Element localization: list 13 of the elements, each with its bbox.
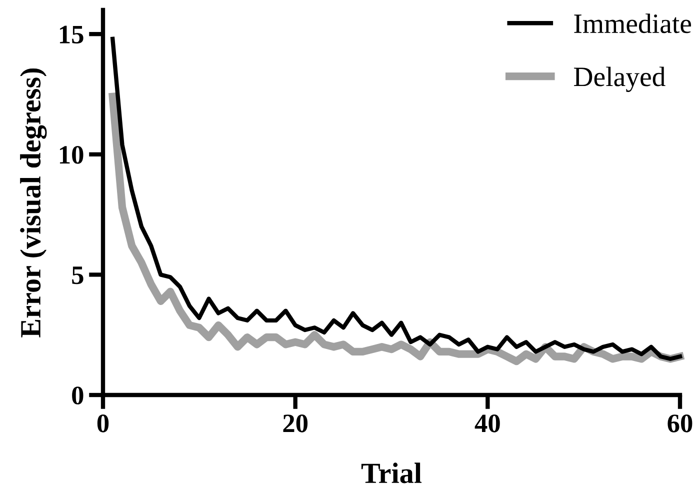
line-series	[110, 36, 682, 361]
x-tick-label: 20	[283, 414, 308, 432]
y-tick-label: 10	[60, 146, 84, 164]
y-axis-title: Error (visual degress)	[20, 68, 47, 338]
legend-label: Immediate	[574, 14, 692, 34]
legend-label: Delayed	[574, 66, 666, 92]
x-tick-label: 60	[668, 414, 692, 432]
y-tick-label: 5	[72, 266, 84, 284]
y-tick-label: 0	[72, 386, 84, 404]
x-axis-title: Trial	[361, 462, 422, 484]
x-tick-label: 40	[474, 414, 500, 432]
x-tick-label: 0	[97, 414, 109, 432]
y-tick-label: 15	[60, 26, 84, 44]
